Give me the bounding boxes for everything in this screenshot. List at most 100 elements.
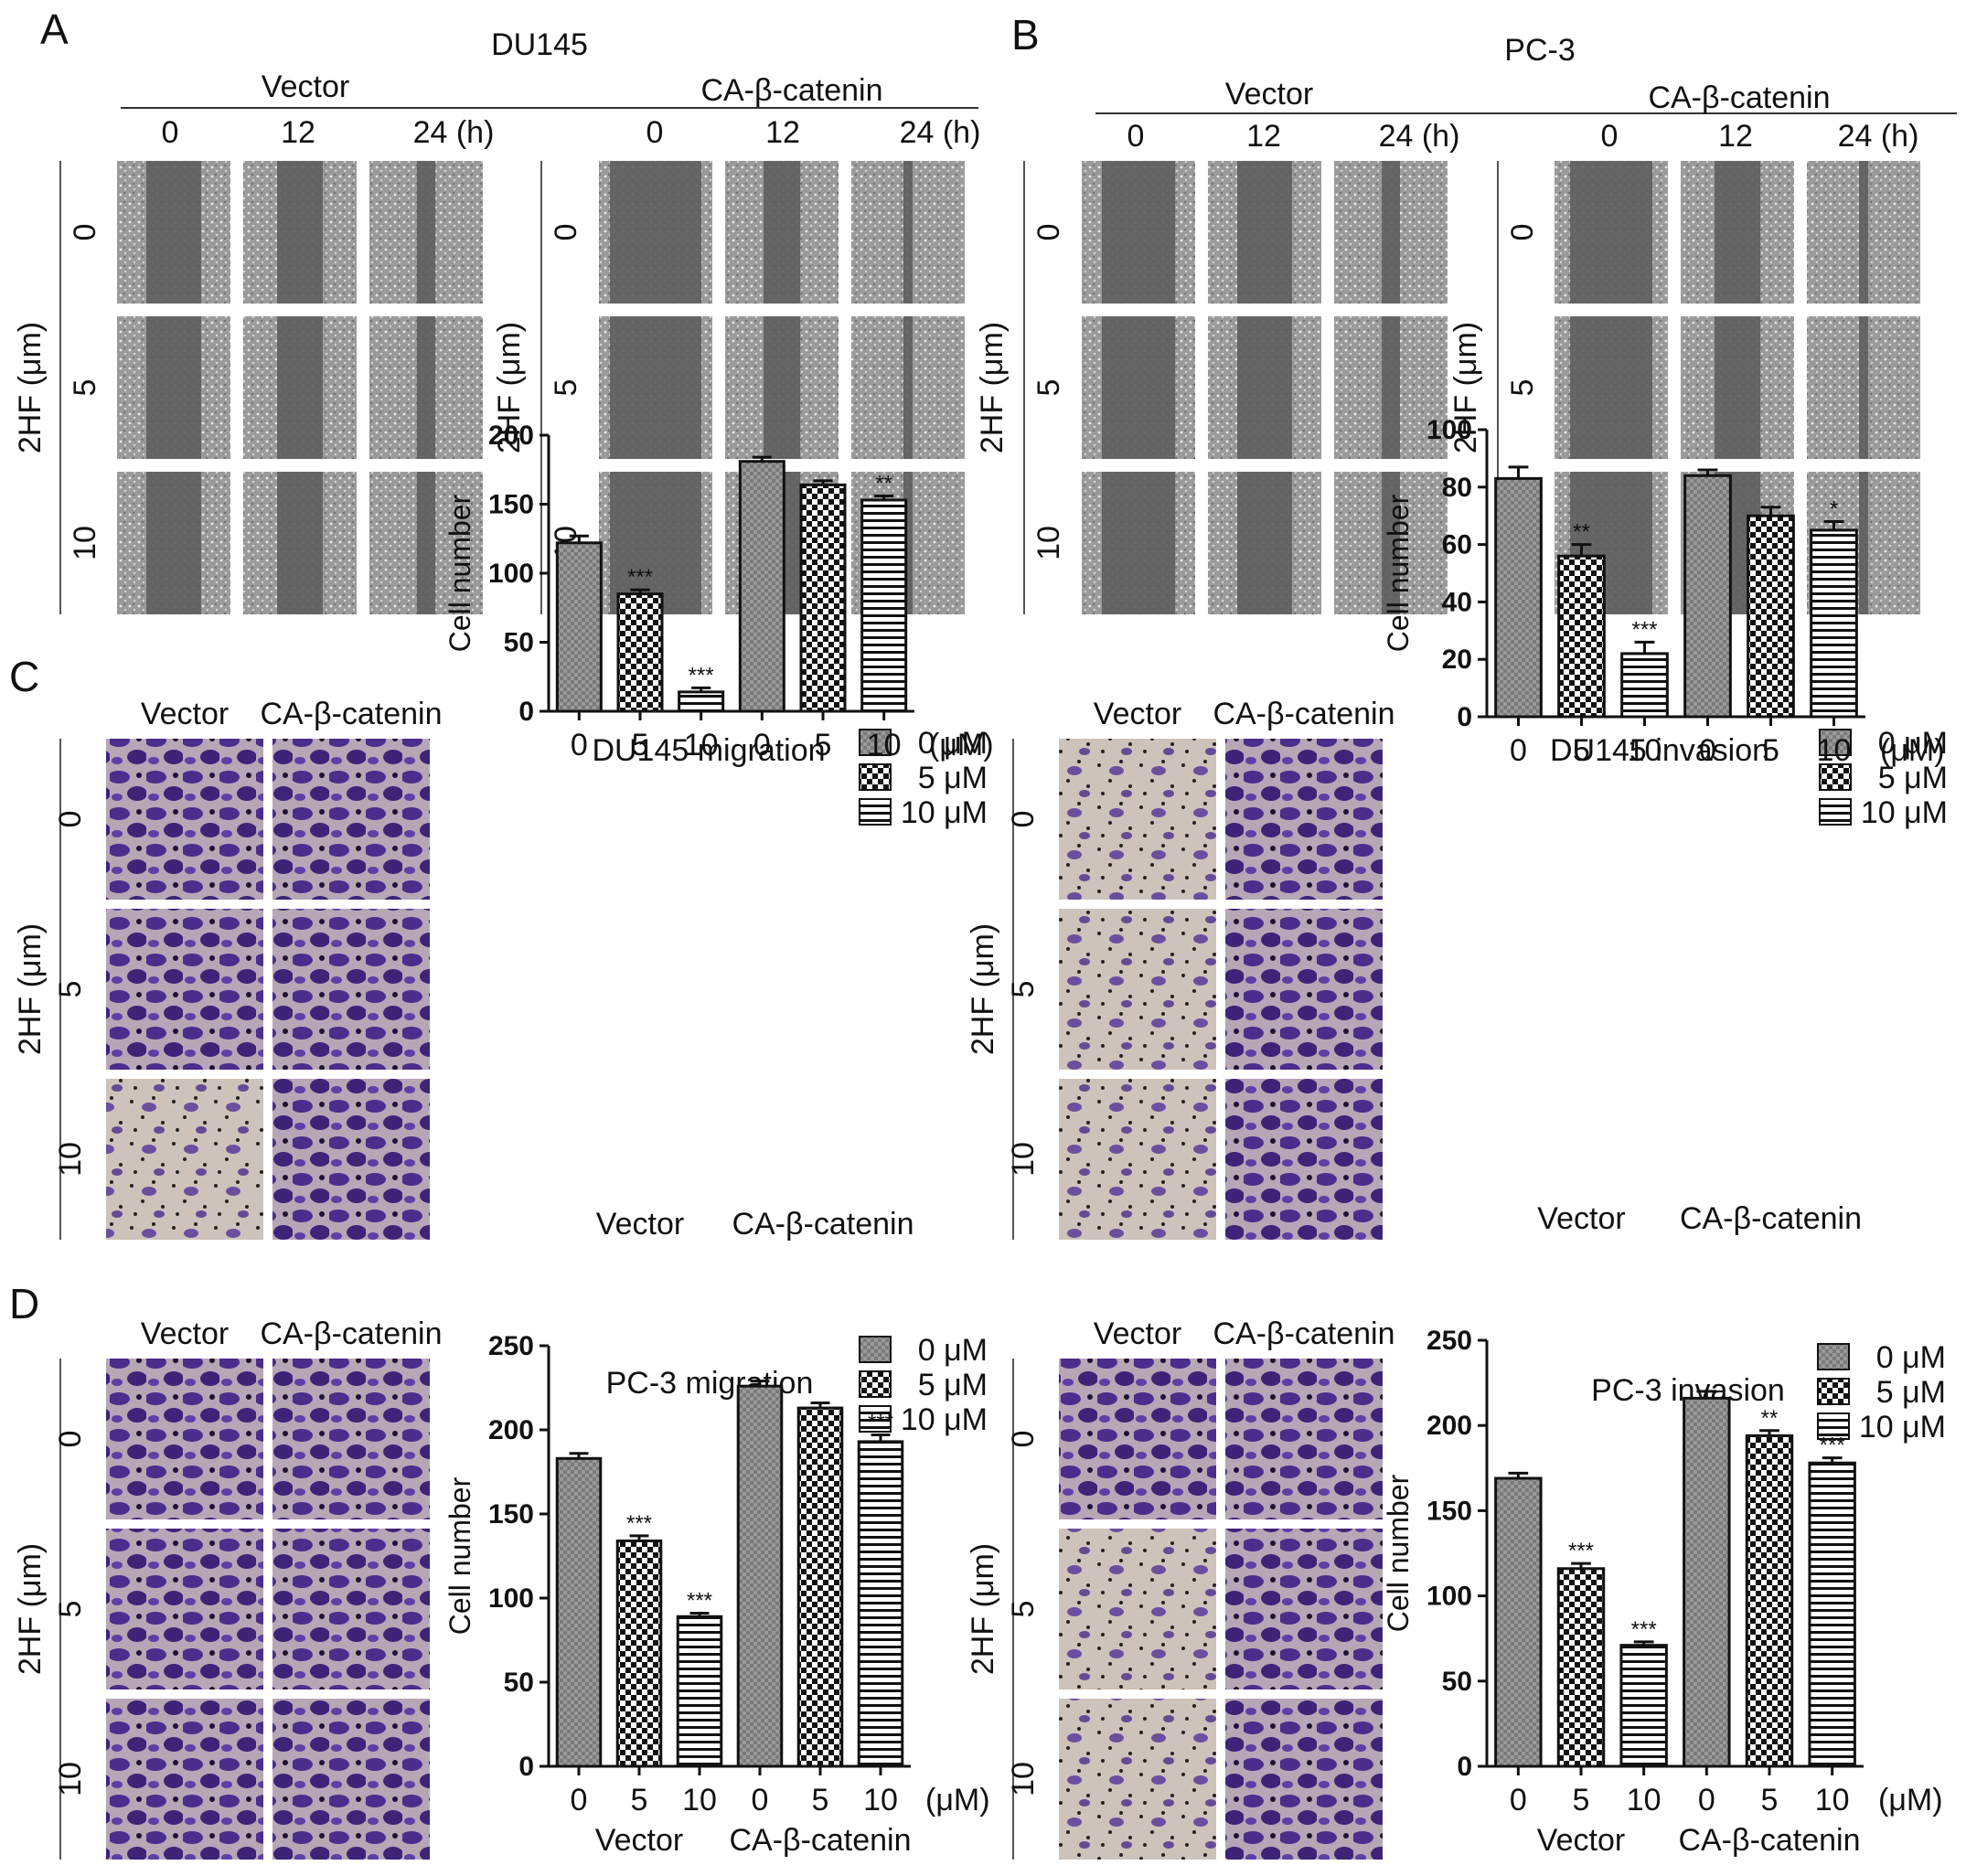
chart-1-sig-5: * — [1830, 496, 1838, 521]
chart-3-legend-label-2: 10 μM — [1859, 1410, 1946, 1444]
chart-0-ytick-label-1: 50 — [504, 628, 534, 658]
panel-b-ca-dose-0: 0 — [1505, 224, 1540, 241]
panel-a-ca-dose-0: 0 — [549, 224, 583, 241]
panel-c-migration-ylabel: 2HF (μm) — [13, 923, 48, 1055]
panel-c-migration-dose-1: 5 — [53, 981, 88, 998]
panel-c-invasion-image-r0-c0 — [1059, 739, 1216, 900]
panel-c-migration-image-r0-c1 — [272, 739, 430, 900]
panel-b-vector-dose-2: 10 — [1031, 526, 1066, 560]
panel-b-group-vector: Vector — [1225, 77, 1313, 112]
panel-d-invasion-col-vector: Vector — [1094, 1316, 1181, 1351]
panel-d-invasion-ylabel: 2HF (μm) — [966, 1543, 1000, 1675]
panel-d-migration-image-r1-c1 — [272, 1529, 430, 1689]
chart-0-xtick-label-5: 10 — [867, 728, 902, 762]
panel-d-migration-image-r0-c1 — [272, 1359, 430, 1519]
panel-b-ca-image-r1-c1 — [1681, 316, 1794, 459]
chart-2-sig-5: *** — [868, 1411, 893, 1435]
chart-3-legend-label-0: 0 μM — [1876, 1340, 1946, 1375]
panel-b-ca-ylabel: 2HF (μm) — [1448, 322, 1483, 453]
panel-b-vector-image-r1-c0 — [1082, 316, 1195, 459]
chart-1-legend-label-1: 5 μM — [1878, 761, 1948, 795]
chart-0-bar-5 — [860, 498, 908, 713]
chart-3-sig-4: ** — [1761, 1406, 1779, 1431]
chart-2-ytick-label-1: 50 — [504, 1668, 534, 1698]
chart-3-bar-1 — [1556, 1567, 1606, 1768]
chart-3-ytick-label-0: 0 — [1457, 1752, 1472, 1782]
panel-d-migration-dose-1: 5 — [53, 1601, 88, 1618]
chart-1-legend-label-0: 0 μM — [1878, 726, 1948, 761]
chart-3-ytick-label-1: 50 — [1442, 1667, 1472, 1697]
panel-b-vector-image-r1-c2 — [1334, 316, 1448, 459]
panel-c-invasion-image-r0-c1 — [1225, 739, 1383, 900]
panel-a-vector-image-r1-c0 — [117, 316, 230, 459]
panel-b-vector-image-r2-c1 — [1208, 472, 1321, 614]
chart-3-legend-swatch-1 — [1817, 1378, 1850, 1405]
panel-b-ca-image-r1-c2 — [1807, 316, 1920, 459]
panel-d-migration-dose-0: 0 — [53, 1431, 88, 1448]
chart-1-ytick-label-0: 0 — [1457, 702, 1472, 732]
chart-1-legend-label-2: 10 μM — [1861, 795, 1948, 830]
chart-0-ytick-label-2: 100 — [488, 559, 534, 589]
panel-b-time-0: 0 — [1127, 119, 1145, 154]
panel-b-ca-time-12: 12 — [1718, 119, 1753, 154]
chart-2-legend-label-2: 10 μM — [901, 1402, 988, 1437]
chart-1-bar-3 — [1683, 474, 1732, 719]
chart-1-bar-1 — [1557, 554, 1606, 719]
chart-3-group-ca: CA-β-catenin — [1678, 1823, 1860, 1858]
chart-2-legend-label-1: 5 μM — [918, 1368, 988, 1402]
chart-1-unit-label: (μM) — [1880, 733, 1945, 768]
panel-a-vector-dose-1: 5 — [68, 379, 102, 397]
panel-b-vector-image-r0-c2 — [1334, 161, 1448, 304]
chart-0-legend-label-0: 0 μM — [918, 726, 988, 761]
chart-0-legend-swatch-1 — [859, 763, 892, 791]
panel-a-ca-image-r1-c2 — [851, 316, 965, 459]
chart-1-sig-2: *** — [1631, 617, 1657, 642]
chart-0-bar-3 — [738, 460, 785, 713]
panel-d-migration-image-r1-c0 — [106, 1529, 263, 1689]
chart-2-xtick-label-1: 5 — [631, 1783, 648, 1817]
chart-3-xtick-label-4: 5 — [1761, 1783, 1779, 1817]
panel-a-vector-dose-0: 0 — [68, 224, 102, 241]
chart-3-xtick-label-2: 10 — [1627, 1783, 1661, 1817]
panel-d-invasion-image-r0-c0 — [1059, 1359, 1216, 1519]
chart-2-bar-0 — [555, 1456, 603, 1768]
chart-3-legend-label-1: 5 μM — [1876, 1375, 1946, 1410]
panel-b-ca-image-r0-c1 — [1681, 161, 1794, 304]
chart-1-legend-swatch-0 — [1819, 729, 1852, 756]
chart-1-title: DU145 invasion — [1550, 733, 1769, 768]
panel-a-vector-image-r2-c1 — [243, 472, 357, 614]
panel-a-ca-time-12: 12 — [765, 115, 800, 150]
chart-3-ylabel: Cell number — [1382, 1474, 1415, 1632]
chart-1-sig-1: ** — [1573, 520, 1590, 545]
panel-a-vector-dose-2: 10 — [68, 526, 102, 560]
panel-c-migration-col-vector: Vector — [141, 697, 229, 731]
panel-c-migration-col-ca: CA-β-catenin — [260, 697, 442, 731]
chart-3-xtick-label-3: 0 — [1698, 1783, 1715, 1817]
chart-2-bar-4 — [796, 1406, 844, 1768]
panel-b-ca-image-r1-c0 — [1555, 316, 1668, 459]
chart-2-xtick-label-2: 10 — [682, 1783, 717, 1817]
chart-0-unit-label: (μM) — [929, 728, 994, 762]
chart-1-xtick-label-1: 5 — [1573, 733, 1590, 768]
panel-b-ca-time-24: 24 (h) — [1838, 119, 1919, 154]
chart-2-bar-2 — [676, 1615, 723, 1768]
panel-b-vector-image-r2-c0 — [1082, 472, 1195, 614]
panel-a-ca-time-24: 24 (h) — [900, 115, 981, 150]
panel-a-ca-image-r2-c0 — [599, 472, 712, 614]
chart-1-group-ca: CA-β-catenin — [1680, 1201, 1862, 1236]
chart-0-ylabel: Cell number — [443, 494, 476, 652]
chart-3-sig-2: *** — [1631, 1617, 1657, 1642]
chart-0-xtick-label-1: 5 — [632, 728, 649, 762]
chart-2-ytick-label-4: 200 — [488, 1415, 534, 1445]
chart-0-xtick-label-0: 0 — [571, 728, 588, 762]
chart-0-xtick-label-3: 0 — [753, 728, 771, 762]
panel-a-ca-image-r0-c0 — [599, 161, 712, 304]
chart-3-legend-swatch-2 — [1817, 1412, 1850, 1440]
panel-b-time-24: 24 (h) — [1379, 119, 1460, 154]
chart-1-xtick-label-2: 10 — [1628, 733, 1662, 768]
panel-d-invasion-dose-1: 5 — [1006, 1601, 1041, 1618]
panel-c-migration-dose-0: 0 — [53, 811, 88, 828]
panel-b-vector-image-r2-c2 — [1334, 472, 1448, 614]
panel-c-invasion-image-r1-c0 — [1059, 909, 1216, 1070]
